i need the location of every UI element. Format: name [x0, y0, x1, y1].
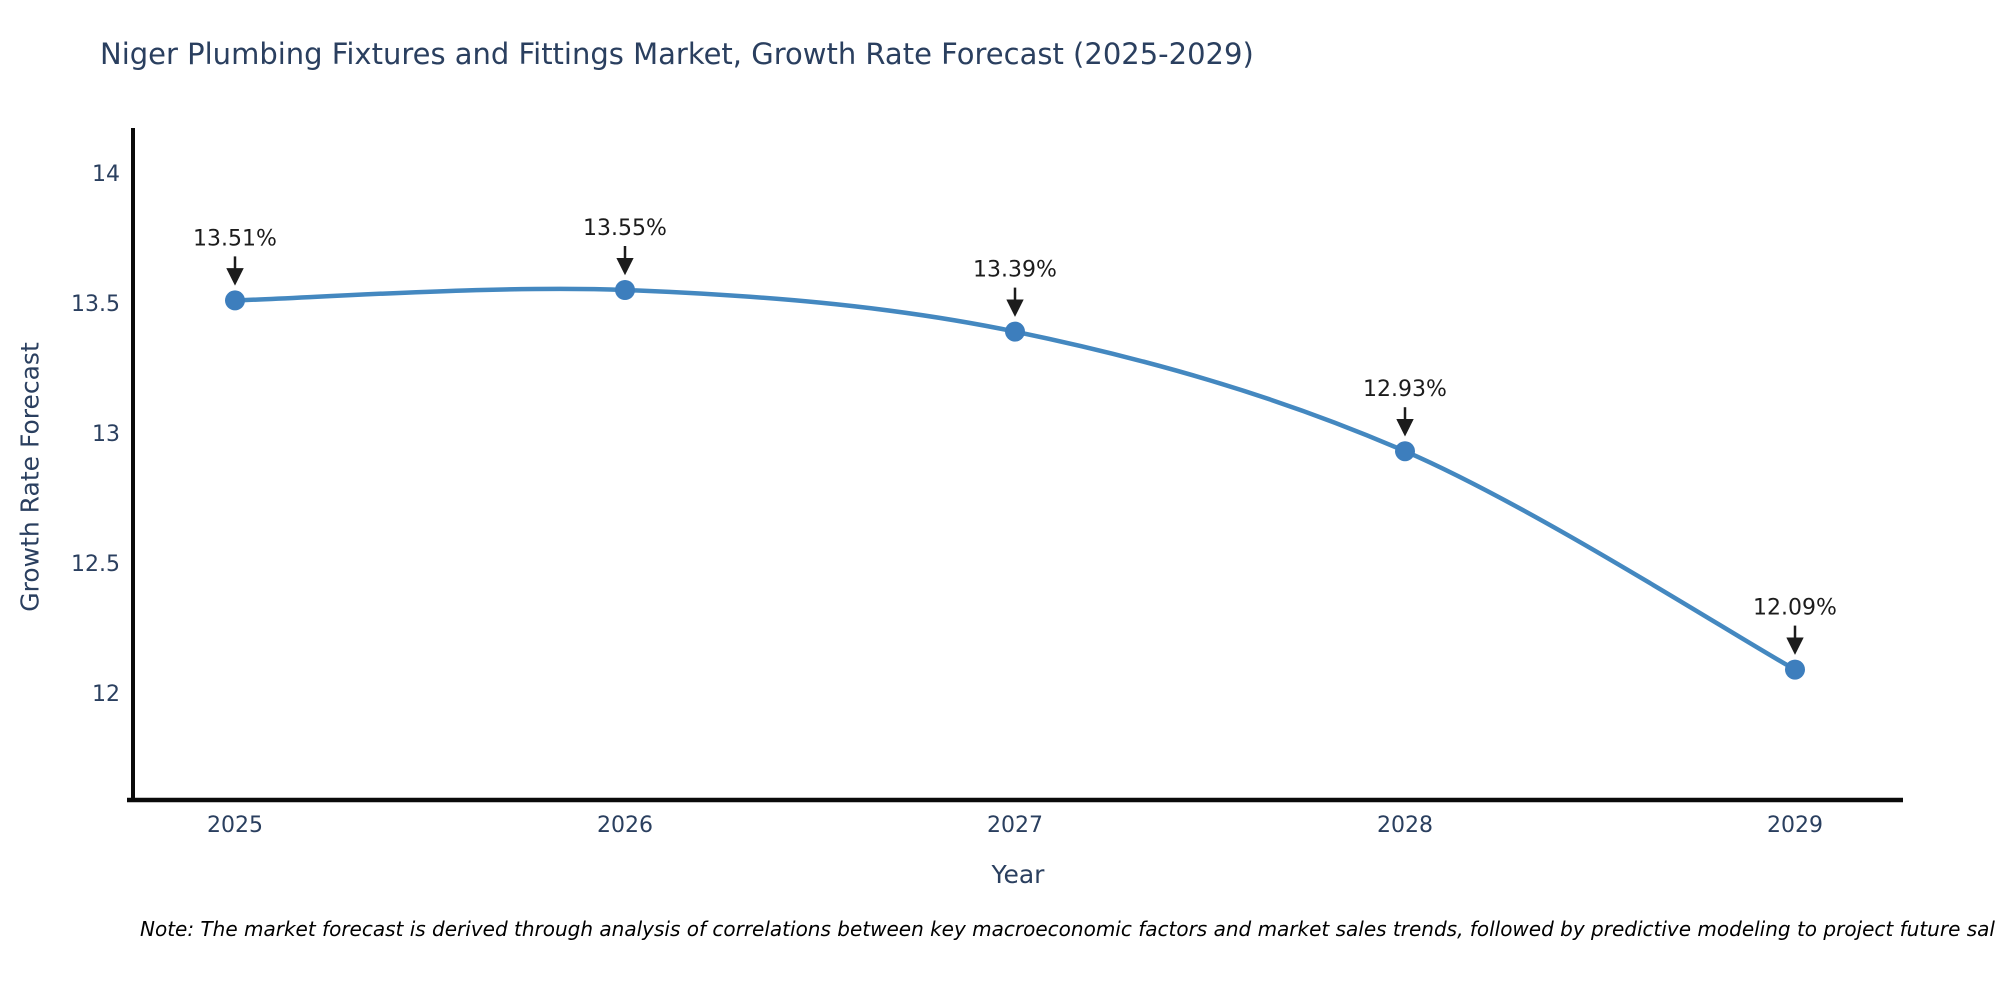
y-tick-label: 12	[92, 682, 120, 707]
data-point-label: 12.93%	[1363, 377, 1447, 402]
x-tick-label: 2025	[207, 813, 263, 838]
data-point-marker	[615, 280, 635, 300]
x-tick-label: 2029	[1767, 813, 1823, 838]
y-tick-label: 13	[92, 422, 120, 447]
x-tick-label: 2026	[597, 813, 653, 838]
y-tick-label: 14	[92, 162, 120, 187]
y-tick-label: 12.5	[71, 552, 120, 577]
data-point-marker	[225, 290, 245, 311]
data-point-label: 13.55%	[583, 216, 667, 241]
footnote-text: Note: The market forecast is derived thr…	[140, 917, 1995, 941]
x-tick-label: 2027	[987, 813, 1043, 838]
forecast-line	[232, 286, 1798, 672]
x-axis-title: Year	[991, 860, 1045, 889]
data-point-label: 13.39%	[973, 258, 1057, 283]
data-point-label: 13.51%	[193, 226, 277, 251]
data-point-label: 12.09%	[1753, 596, 1837, 621]
chart-title: Niger Plumbing Fixtures and Fittings Mar…	[100, 37, 1254, 71]
x-tick-label: 2028	[1377, 813, 1433, 838]
data-point-marker	[1395, 441, 1415, 462]
y-tick-label: 13.5	[71, 292, 120, 317]
data-point-marker	[1005, 321, 1025, 342]
data-point-marker	[1785, 659, 1805, 680]
